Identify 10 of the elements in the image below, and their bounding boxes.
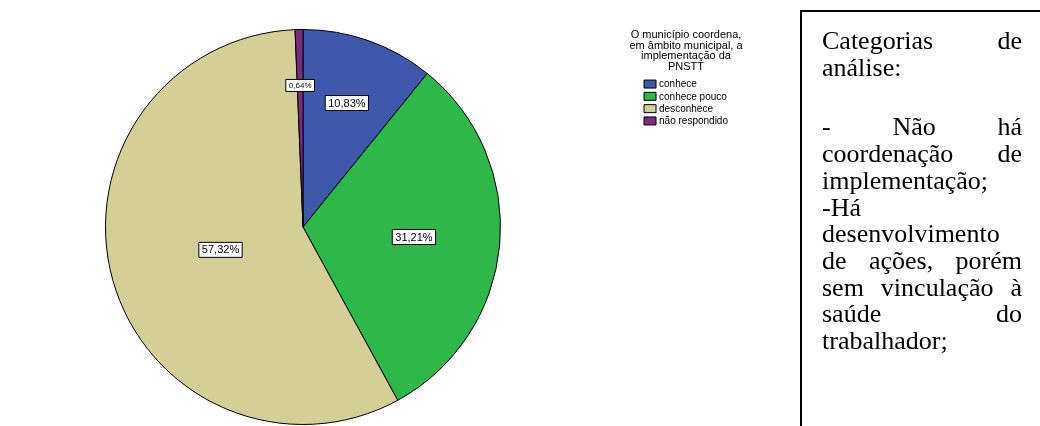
data-label: 0,64%	[288, 81, 312, 91]
data-label: 31,21%	[395, 230, 433, 243]
data-label: 10,83%	[328, 96, 366, 109]
legend-label: não respondido	[659, 115, 729, 127]
text-box: Categorias de análise: - Não há coordenação de implementação; -Há desenvolvimento de ações, porém sem vinculação à saúde do trabalhador;	[800, 10, 1040, 426]
legend-title: O município coordena, em âmbito municipal, a implementação da PNSTT	[629, 28, 744, 72]
legend-label: conhece	[659, 78, 698, 90]
data-label: 57,32%	[201, 243, 240, 256]
legend-label: desconhece	[659, 102, 714, 114]
legend-label: conhece pouco	[659, 90, 728, 102]
